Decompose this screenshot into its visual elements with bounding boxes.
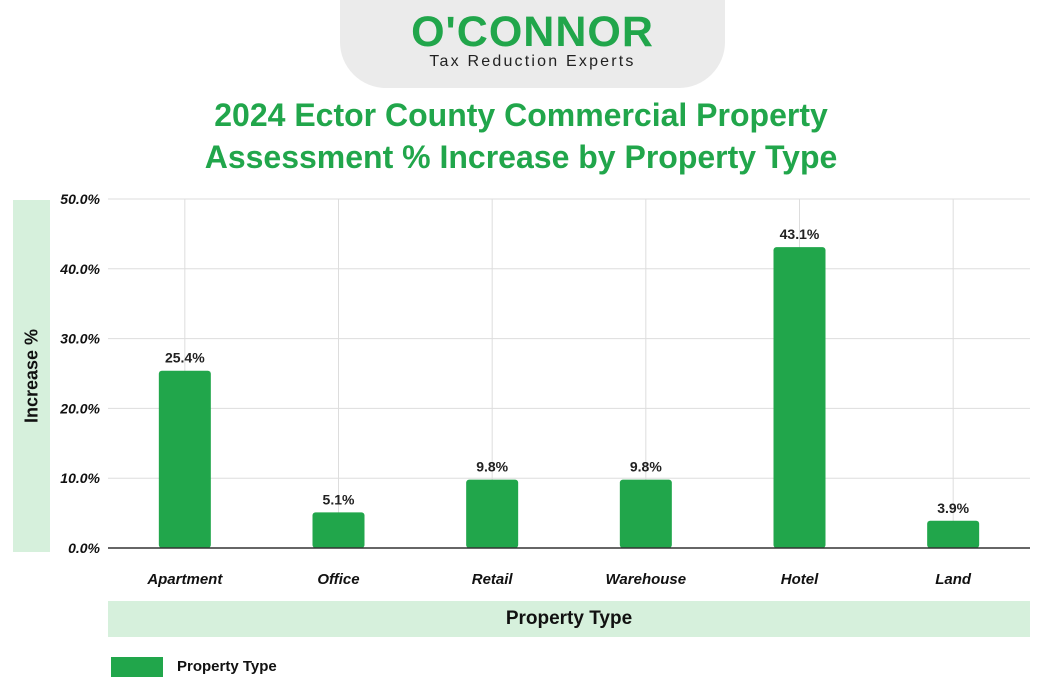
x-tick-label: Apartment xyxy=(146,571,223,588)
legend-label: Property Type xyxy=(177,658,277,675)
legend-swatch xyxy=(111,657,163,677)
x-tick-label: Hotel xyxy=(781,571,819,588)
chart-title-line-1: 2024 Ector County Commercial Property xyxy=(214,97,828,133)
data-label: 9.8% xyxy=(630,459,662,475)
x-tick-label: Land xyxy=(935,571,972,588)
bar-land xyxy=(927,520,980,548)
y-tick-label: 10.0% xyxy=(60,470,100,486)
data-label: 5.1% xyxy=(323,491,355,507)
bar-apartment xyxy=(158,370,211,548)
y-tick-label: 40.0% xyxy=(59,261,100,277)
bar-office xyxy=(312,512,365,548)
x-tick-label: Retail xyxy=(472,571,514,588)
bar-retail xyxy=(466,479,519,548)
data-label: 9.8% xyxy=(476,459,508,475)
bar-warehouse xyxy=(619,479,672,548)
chart-title: 2024 Ector County Commercial Property As… xyxy=(0,94,1042,178)
y-axis-label-band xyxy=(13,200,50,552)
data-label: 43.1% xyxy=(780,226,820,242)
y-tick-label: 30.0% xyxy=(60,331,100,347)
x-tick-label: Warehouse xyxy=(606,571,687,588)
data-label: 3.9% xyxy=(937,500,969,516)
chart-title-line-2: Assessment % Increase by Property Type xyxy=(204,139,838,175)
x-tick-label: Office xyxy=(317,571,359,588)
y-tick-label: 50.0% xyxy=(60,191,100,207)
data-label: 25.4% xyxy=(165,350,205,366)
brand-tagline: Tax Reduction Experts xyxy=(429,53,636,70)
bar-chart: 0.0% 10.0% 20.0% 30.0% 40.0% 50.0% 25.4% Apartm… xyxy=(59,191,1030,588)
x-axis-label: Property Type xyxy=(108,601,1030,637)
brand-logo: O'CONNOR Tax Reduction Experts xyxy=(340,0,725,88)
y-tick-label: 20.0% xyxy=(59,400,100,416)
y-tick-label: 0.0% xyxy=(68,540,100,556)
brand-name: O'CONNOR xyxy=(411,8,654,56)
bar-hotel xyxy=(773,247,826,549)
